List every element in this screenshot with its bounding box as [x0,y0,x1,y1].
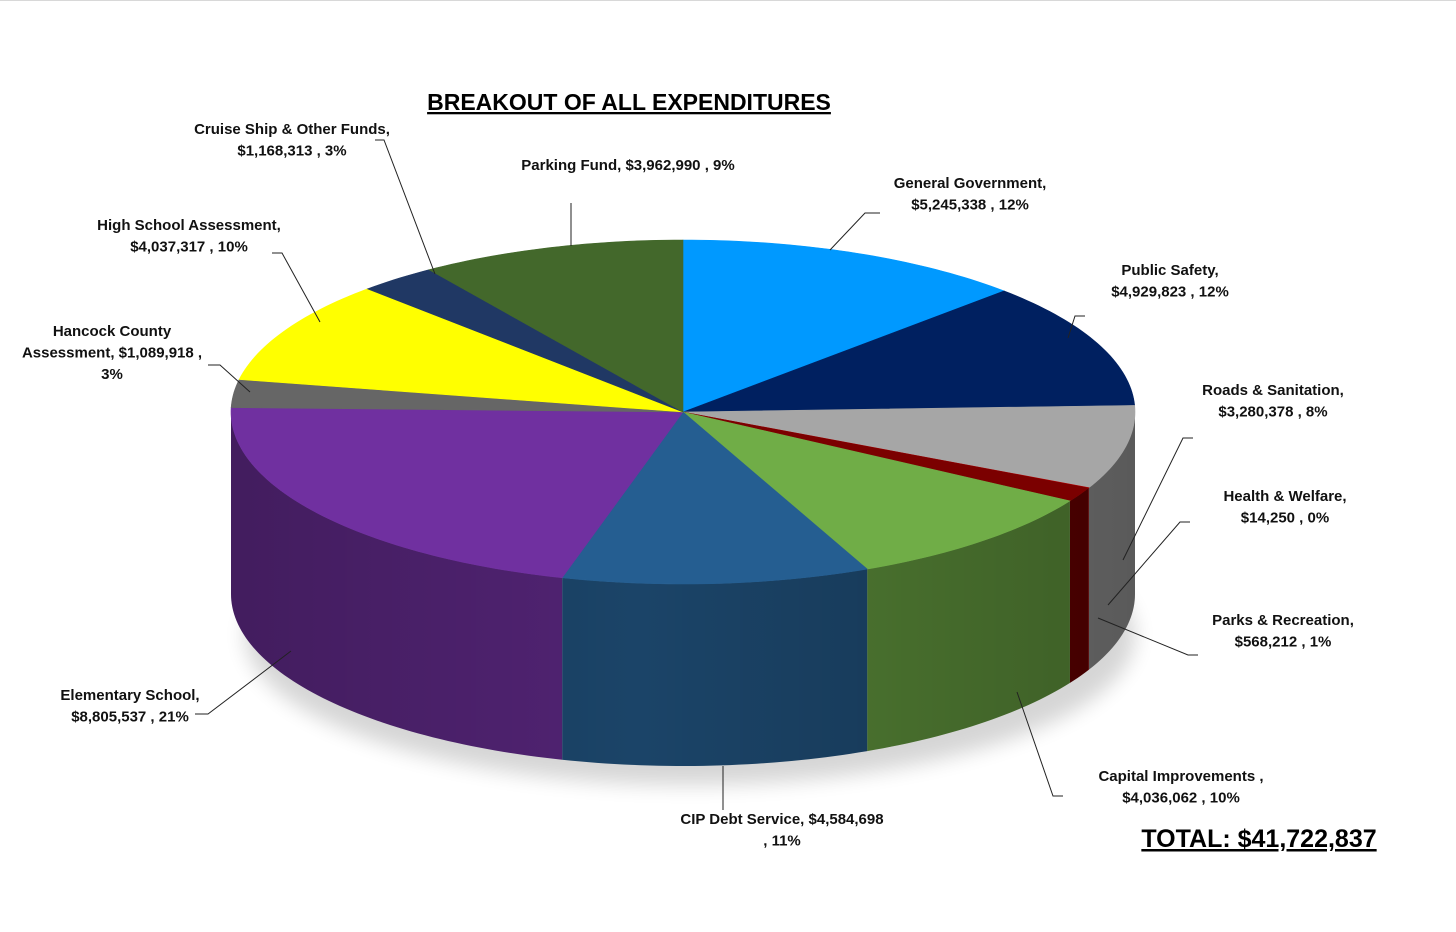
pie-side-shading [231,412,1135,766]
data-label-hancock-county-assessment: Hancock County Assessment, $1,089,918 , 3% [22,323,202,383]
pie-slice-cip-debt-service [561,411,868,585]
data-label-line: $14,250 , 0% [1241,510,1329,527]
pie-top-faces [230,239,1136,585]
data-label-line: $5,245,338 , 12% [911,197,1029,214]
leader-line-hancock-county-assessment [208,364,251,393]
data-label-line: CIP Debt Service, $4,584,698 [680,811,883,828]
data-label-high-school-assessment: High School Assessment, $4,037,317 , 10% [97,217,281,256]
data-label-line: Parks & Recreation, [1212,612,1354,629]
data-label-general-government: General Government, $5,245,338 , 12% [894,175,1047,214]
pie-slice-parks-and-recreation [682,411,1090,502]
data-label-parks-and-recreation: Parks & Recreation, $568,212 , 1% [1212,612,1354,651]
top-border-line [0,0,1456,1]
data-label-line: $4,929,823 , 12% [1111,284,1229,301]
data-label-line: $4,036,062 , 10% [1122,790,1240,807]
data-label-health-and-welfare: Health & Welfare, $14,250 , 0% [1223,488,1346,527]
data-label-line: General Government, [894,175,1047,192]
pie-slice-roads-and-sanitation [682,405,1136,488]
leader-line-high-school-assessment [272,252,321,323]
data-label-line: Capital Improvements , [1098,768,1263,785]
pie-slice-general-government [682,239,1005,413]
slice-labels: General Government, $5,245,338 , 12% Publi… [22,121,1354,850]
data-label-parking-fund: Parking Fund, $3,962,990 , 9% [521,157,734,174]
data-label-line: Assessment, $1,089,918 , [22,345,202,362]
pie-slice-public-safety [682,290,1136,413]
data-label-line: Roads & Sanitation, [1202,382,1344,399]
data-label-line: $568,212 , 1% [1235,634,1332,651]
data-label-elementary-school: Elementary School, $8,805,537 , 21% [60,687,199,726]
chart-title: BREAKOUT OF ALL EXPENDITURES [427,89,831,115]
leader-line-roads-and-sanitation [1122,437,1193,561]
leader-line-public-safety [1067,315,1085,339]
leader-line-elementary-school [195,650,292,715]
pie-slice-capital-improvements [682,411,1071,570]
data-label-line: Cruise Ship & Other Funds, [194,121,390,138]
data-label-line: Hancock County [53,323,172,340]
leader-line-parks-and-recreation [1097,617,1198,656]
data-label-line: $4,037,317 , 10% [130,239,248,256]
data-label-capital-improvements: Capital Improvements , $4,036,062 , 10% [1098,768,1263,807]
pie-slice-parking-fund [428,239,684,413]
data-label-line: Public Safety, [1121,262,1218,279]
leader-line-health-and-welfare [1107,521,1190,606]
leader-line-cruise-ship-and-other-funds [375,139,436,275]
data-label-roads-and-sanitation: Roads & Sanitation, $3,280,378 , 8% [1202,382,1344,421]
data-label-line: , 11% [763,833,801,850]
total-label: TOTAL: $41,722,837 [1141,825,1376,853]
data-label-cip-debt-service: CIP Debt Service, $4,584,698 , 11% [680,811,883,850]
data-label-line: $8,805,537 , 21% [71,709,189,726]
data-label-line: Elementary School, [60,687,199,704]
data-label-line: Parking Fund, $3,962,990 , 9% [521,157,734,174]
data-label-line: $1,168,313 , 3% [237,143,346,160]
data-label-line: High School Assessment, [97,217,281,234]
leader-line-capital-improvements [1016,691,1063,797]
data-label-line: $3,280,378 , 8% [1218,404,1327,421]
data-label-line: Health & Welfare, [1223,488,1346,505]
data-label-public-safety: Public Safety, $4,929,823 , 12% [1111,262,1229,301]
pie-slice-high-school-assessment [238,288,684,413]
pie-slice-elementary-school [230,407,684,579]
data-label-line: 3% [101,366,123,383]
leader-line-general-government [829,212,880,251]
pie-sides [231,412,1135,766]
pie-slice-cruise-ship-and-other-funds [366,269,684,413]
label-leader-lines [195,139,1198,810]
data-label-cruise-ship-and-other-funds: Cruise Ship & Other Funds, $1,168,313 , 3… [194,121,390,160]
